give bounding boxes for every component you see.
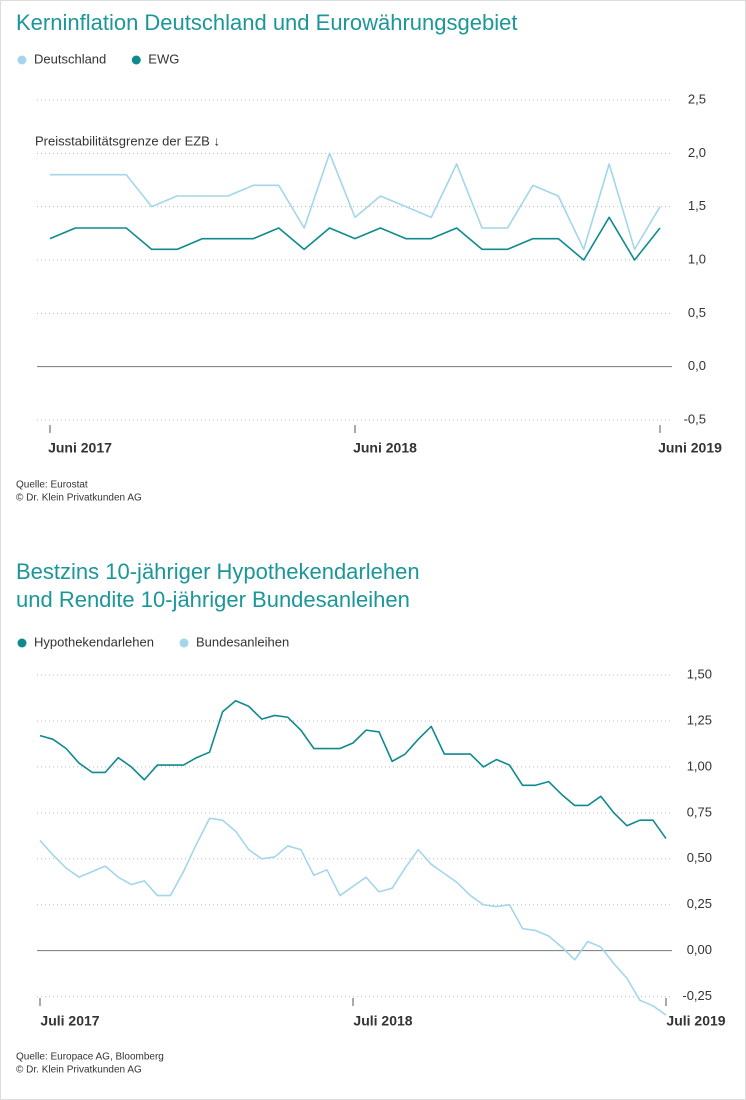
x-tick-label: Juli 2017 bbox=[40, 1013, 99, 1029]
data-line bbox=[39, 817, 667, 1016]
y-tick-label: 0,5 bbox=[688, 305, 706, 320]
y-tick-label: 0,00 bbox=[687, 942, 712, 957]
x-tick-label: Juli 2019 bbox=[666, 1013, 725, 1029]
x-tick-label: Juni 2019 bbox=[658, 440, 722, 456]
y-tick-label: -0,5 bbox=[684, 411, 706, 426]
legend-label: Hypothekendarlehen bbox=[34, 634, 154, 649]
data-line bbox=[50, 152, 661, 251]
y-tick-label: 1,25 bbox=[687, 712, 712, 727]
y-tick-label: 2,5 bbox=[688, 91, 706, 106]
legend-marker bbox=[17, 55, 27, 65]
legend-label: EWG bbox=[148, 51, 179, 66]
source-note: Quelle: Eurostat bbox=[16, 480, 88, 491]
x-tick-label: Juli 2018 bbox=[353, 1013, 412, 1029]
y-tick-label: 0,50 bbox=[687, 850, 712, 865]
y-tick-label: -0,25 bbox=[682, 988, 712, 1003]
x-tick-label: Juni 2017 bbox=[48, 440, 112, 456]
source-note: Quelle: Europace AG, Bloomberg bbox=[16, 1052, 164, 1063]
y-tick-label: 1,0 bbox=[688, 251, 706, 266]
y-tick-label: 1,50 bbox=[687, 666, 712, 681]
chart-title: Kerninflation Deutschland und Eurowährun… bbox=[16, 10, 517, 35]
source-note: © Dr. Klein Privatkunden AG bbox=[16, 493, 142, 504]
annotation: Preisstabilitätsgrenze der EZB ↓ bbox=[35, 133, 220, 148]
y-tick-label: 1,00 bbox=[687, 758, 712, 773]
legend-label: Deutschland bbox=[34, 51, 106, 66]
y-tick-label: 0,75 bbox=[687, 804, 712, 819]
legend-marker bbox=[17, 638, 27, 648]
legend-marker bbox=[179, 638, 189, 648]
data-line bbox=[49, 216, 661, 261]
legend-label: Bundesanleihen bbox=[196, 634, 289, 649]
y-tick-label: 2,0 bbox=[688, 145, 706, 160]
y-tick-label: 1,5 bbox=[688, 198, 706, 213]
data-line bbox=[39, 699, 667, 840]
source-note: © Dr. Klein Privatkunden AG bbox=[16, 1065, 142, 1076]
legend-marker bbox=[131, 55, 141, 65]
y-tick-label: 0,0 bbox=[688, 358, 706, 373]
x-tick-label: Juni 2018 bbox=[353, 440, 417, 456]
chart-title: und Rendite 10-jähriger Bundesanleihen bbox=[16, 587, 410, 612]
y-tick-label: 0,25 bbox=[687, 896, 712, 911]
chart-title: Bestzins 10-jähriger Hypothekendarlehen bbox=[16, 559, 420, 584]
